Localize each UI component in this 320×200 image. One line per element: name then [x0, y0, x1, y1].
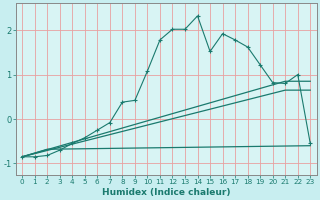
X-axis label: Humidex (Indice chaleur): Humidex (Indice chaleur): [102, 188, 230, 197]
